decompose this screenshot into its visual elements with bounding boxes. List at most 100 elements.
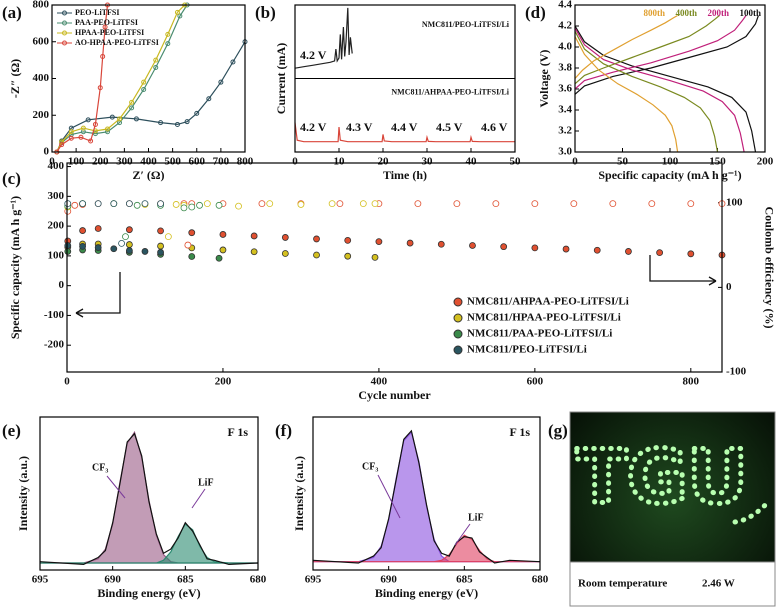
data-point: [158, 120, 164, 126]
x-tick-label: 800: [683, 376, 700, 388]
legend-marker: [453, 297, 463, 307]
data-point: [235, 202, 242, 210]
y-tick-label: 400: [33, 72, 50, 84]
data-point: [687, 200, 695, 208]
data-point: [184, 119, 190, 125]
data-point: [184, 241, 192, 249]
data-point: [297, 201, 305, 208]
annotation: CF₃: [92, 462, 108, 473]
data-point: [562, 245, 570, 253]
data-point: [164, 233, 172, 241]
data-point: [92, 121, 98, 127]
annotation-arrow: [377, 474, 401, 519]
data-point: [118, 239, 125, 247]
data-point: [79, 200, 86, 208]
data-point: [79, 242, 86, 250]
legend-label: NMC811/PAA-PEO-LiTFSI/Li: [467, 328, 612, 340]
data-line: [39, 432, 259, 566]
data-point: [531, 200, 539, 208]
panel-label: (d): [525, 3, 546, 22]
data-point: [570, 200, 578, 208]
data-point: [177, 13, 183, 19]
arrow-head: [708, 276, 717, 286]
x-axis-label: Time (h): [383, 168, 427, 182]
y-tick-label: 100: [48, 249, 65, 261]
x-tick-label: 0: [292, 156, 298, 168]
data-point: [281, 234, 289, 241]
data-point: [328, 200, 336, 208]
data-point: [104, 126, 110, 132]
y-tick-label: 800: [33, 0, 50, 11]
data-point: [215, 201, 223, 209]
y-tick-label: 0: [44, 146, 50, 158]
x-axis-label: Binding energy (eV): [375, 586, 478, 600]
data-point: [94, 244, 102, 251]
data-point: [406, 239, 414, 247]
data-point: [609, 200, 617, 208]
x-tick-label: 50: [510, 156, 522, 168]
x-tick-label: 100: [68, 156, 85, 168]
panel-label: (f): [275, 421, 292, 440]
data-point: [94, 225, 102, 232]
data-point: [250, 232, 258, 240]
x-tick-label: 600: [189, 156, 206, 168]
data-point: [281, 250, 289, 257]
data-point: [437, 240, 445, 248]
led-text: TGU: [576, 435, 747, 521]
data-point: [104, 129, 110, 135]
y-tick-label: 300: [48, 190, 65, 202]
data-point: [531, 244, 539, 252]
x-tick-label: 695: [305, 574, 322, 586]
data-point: [188, 203, 196, 211]
data-point: [250, 248, 258, 256]
peak-area: [40, 430, 258, 564]
x-tick-label: 30: [422, 156, 434, 168]
data-point: [71, 201, 79, 209]
y2-tick-label: -100: [726, 366, 747, 378]
x-tick-label: 695: [32, 574, 49, 586]
data-point: [172, 201, 180, 208]
y-axis-label: Voltage (V): [537, 50, 551, 108]
data-line: [56, 4, 188, 153]
legend-label: 800th: [643, 8, 665, 18]
annotation: 4.2 V: [300, 48, 327, 62]
data-point: [469, 242, 476, 249]
data-point: [219, 231, 227, 238]
y-axis-label: Intensity (a.u.): [292, 456, 306, 531]
y-tick-label: -100: [44, 309, 65, 321]
x-tick-label: 690: [380, 574, 397, 586]
data-point: [188, 253, 196, 260]
photo-power: 2.46 W: [702, 578, 735, 590]
annotation: 4.2 V: [300, 120, 327, 134]
data-point: [85, 117, 91, 123]
data-line: [294, 122, 515, 143]
data-point: [165, 41, 171, 47]
data-line: [574, 15, 759, 153]
data-point: [230, 59, 236, 65]
x-tick-label: 200: [215, 376, 232, 388]
legend-label: HPAA-PEO-LiTFSI: [75, 28, 144, 37]
series-label: NMC811/AHPAA-PEO-LiTFSI/Li: [391, 87, 509, 96]
arrow-head: [75, 308, 84, 318]
data-line: [56, 4, 186, 153]
legend-label: PAA-PEO-LiTFSI: [75, 18, 138, 27]
legend-label: 400th: [675, 8, 697, 18]
annotation: LiF: [468, 512, 484, 523]
legend-label: NMC811/HPAA-PEO-LiTFSI/Li: [467, 312, 621, 324]
panel-label: (b): [255, 3, 276, 22]
data-point: [371, 200, 379, 208]
data-point: [92, 131, 98, 137]
data-point: [188, 229, 196, 237]
x-tick-label: 685: [177, 574, 194, 586]
annotation-arrow: [106, 475, 126, 499]
x-tick-label: 800: [237, 156, 254, 168]
data-point: [194, 110, 200, 116]
data-point: [110, 200, 118, 208]
x-axis-label: Specific capacity (mA h g⁻¹): [598, 168, 741, 182]
legend-label: 100th: [739, 8, 761, 18]
data-point: [79, 227, 86, 234]
annotation-arrow: [454, 523, 471, 546]
data-point: [500, 243, 508, 251]
photo-panel: TGU Room temperature 2.46 W (g): [548, 411, 776, 607]
data-point: [648, 200, 656, 208]
